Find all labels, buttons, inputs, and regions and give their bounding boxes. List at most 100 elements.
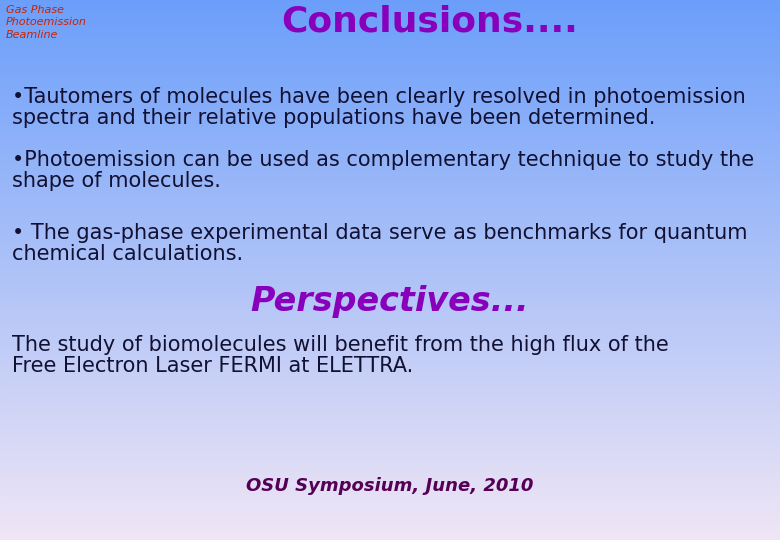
Bar <box>0 196 780 198</box>
Bar <box>0 243 780 245</box>
Bar <box>0 272 780 274</box>
Bar <box>0 39 780 42</box>
Bar <box>0 533 780 535</box>
Bar <box>0 189 780 191</box>
Bar <box>0 2 780 4</box>
Bar <box>0 497 780 498</box>
Bar <box>0 479 780 481</box>
Bar <box>0 509 780 511</box>
Bar <box>0 320 780 322</box>
Bar <box>0 486 780 488</box>
Bar <box>0 495 780 497</box>
Bar <box>0 286 780 288</box>
Bar <box>0 324 780 326</box>
Bar <box>0 157 780 158</box>
Text: Conclusions....: Conclusions.... <box>282 5 579 39</box>
Bar <box>0 81 780 83</box>
Bar <box>0 117 780 119</box>
Bar <box>0 96 780 97</box>
Bar <box>0 58 780 59</box>
Bar <box>0 331 780 333</box>
Bar <box>0 266 780 268</box>
Bar <box>0 301 780 302</box>
Bar <box>0 90 780 92</box>
Bar <box>0 513 780 515</box>
Bar <box>0 9 780 11</box>
Bar <box>0 374 780 376</box>
Bar <box>0 420 780 421</box>
Bar <box>0 279 780 281</box>
Bar <box>0 18 780 20</box>
Text: •Tautomers of molecules have been clearly resolved in photoemission: •Tautomers of molecules have been clearl… <box>12 87 746 107</box>
Bar <box>0 69 780 70</box>
Bar <box>0 511 780 513</box>
Bar <box>0 108 780 110</box>
Bar <box>0 358 780 360</box>
Bar <box>0 216 780 218</box>
Bar <box>0 474 780 475</box>
Bar <box>0 236 780 238</box>
Bar <box>0 441 780 443</box>
Bar <box>0 448 780 450</box>
Bar <box>0 378 780 380</box>
Bar <box>0 376 780 378</box>
Bar <box>0 4 780 5</box>
Bar <box>0 385 780 387</box>
Bar <box>0 382 780 383</box>
Bar <box>0 482 780 484</box>
Bar <box>0 0 780 2</box>
Bar <box>0 258 780 259</box>
Bar <box>0 61 780 63</box>
Bar <box>0 50 780 52</box>
Bar <box>0 151 780 153</box>
Bar <box>0 313 780 315</box>
Bar <box>0 52 780 54</box>
Bar <box>0 47 780 49</box>
Bar <box>0 464 780 466</box>
Bar <box>0 290 780 292</box>
Bar <box>0 133 780 135</box>
Bar <box>0 83 780 85</box>
Bar <box>0 228 780 231</box>
Bar <box>0 180 780 182</box>
Bar <box>0 146 780 147</box>
Text: The study of biomolecules will benefit from the high flux of the: The study of biomolecules will benefit f… <box>12 335 668 355</box>
Bar <box>0 312 780 313</box>
Bar <box>0 412 780 414</box>
Bar <box>0 528 780 529</box>
Bar <box>0 63 780 65</box>
Bar <box>0 204 780 205</box>
Bar <box>0 86 780 88</box>
Bar <box>0 261 780 263</box>
Bar <box>0 454 780 455</box>
Bar <box>0 178 780 180</box>
Bar <box>0 248 780 250</box>
Bar <box>0 400 780 401</box>
Bar <box>0 517 780 518</box>
Bar <box>0 27 780 29</box>
Bar <box>0 340 780 342</box>
Bar <box>0 344 780 346</box>
Bar <box>0 139 780 140</box>
Text: Free Electron Laser FERMI at ELETTRA.: Free Electron Laser FERMI at ELETTRA. <box>12 356 413 376</box>
Bar <box>0 535 780 536</box>
Bar <box>0 140 780 142</box>
Bar <box>0 130 780 131</box>
Bar <box>0 425 780 427</box>
Bar <box>0 461 780 463</box>
Bar <box>0 508 780 509</box>
Bar <box>0 38 780 39</box>
Bar <box>0 153 780 155</box>
Bar <box>0 502 780 504</box>
Bar <box>0 99 780 101</box>
Bar <box>0 265 780 266</box>
Bar <box>0 452 780 454</box>
Bar <box>0 254 780 255</box>
Bar <box>0 524 780 525</box>
Bar <box>0 373 780 374</box>
Bar <box>0 103 780 104</box>
Bar <box>0 212 780 214</box>
Bar <box>0 49 780 50</box>
Bar <box>0 405 780 407</box>
Bar <box>0 281 780 282</box>
